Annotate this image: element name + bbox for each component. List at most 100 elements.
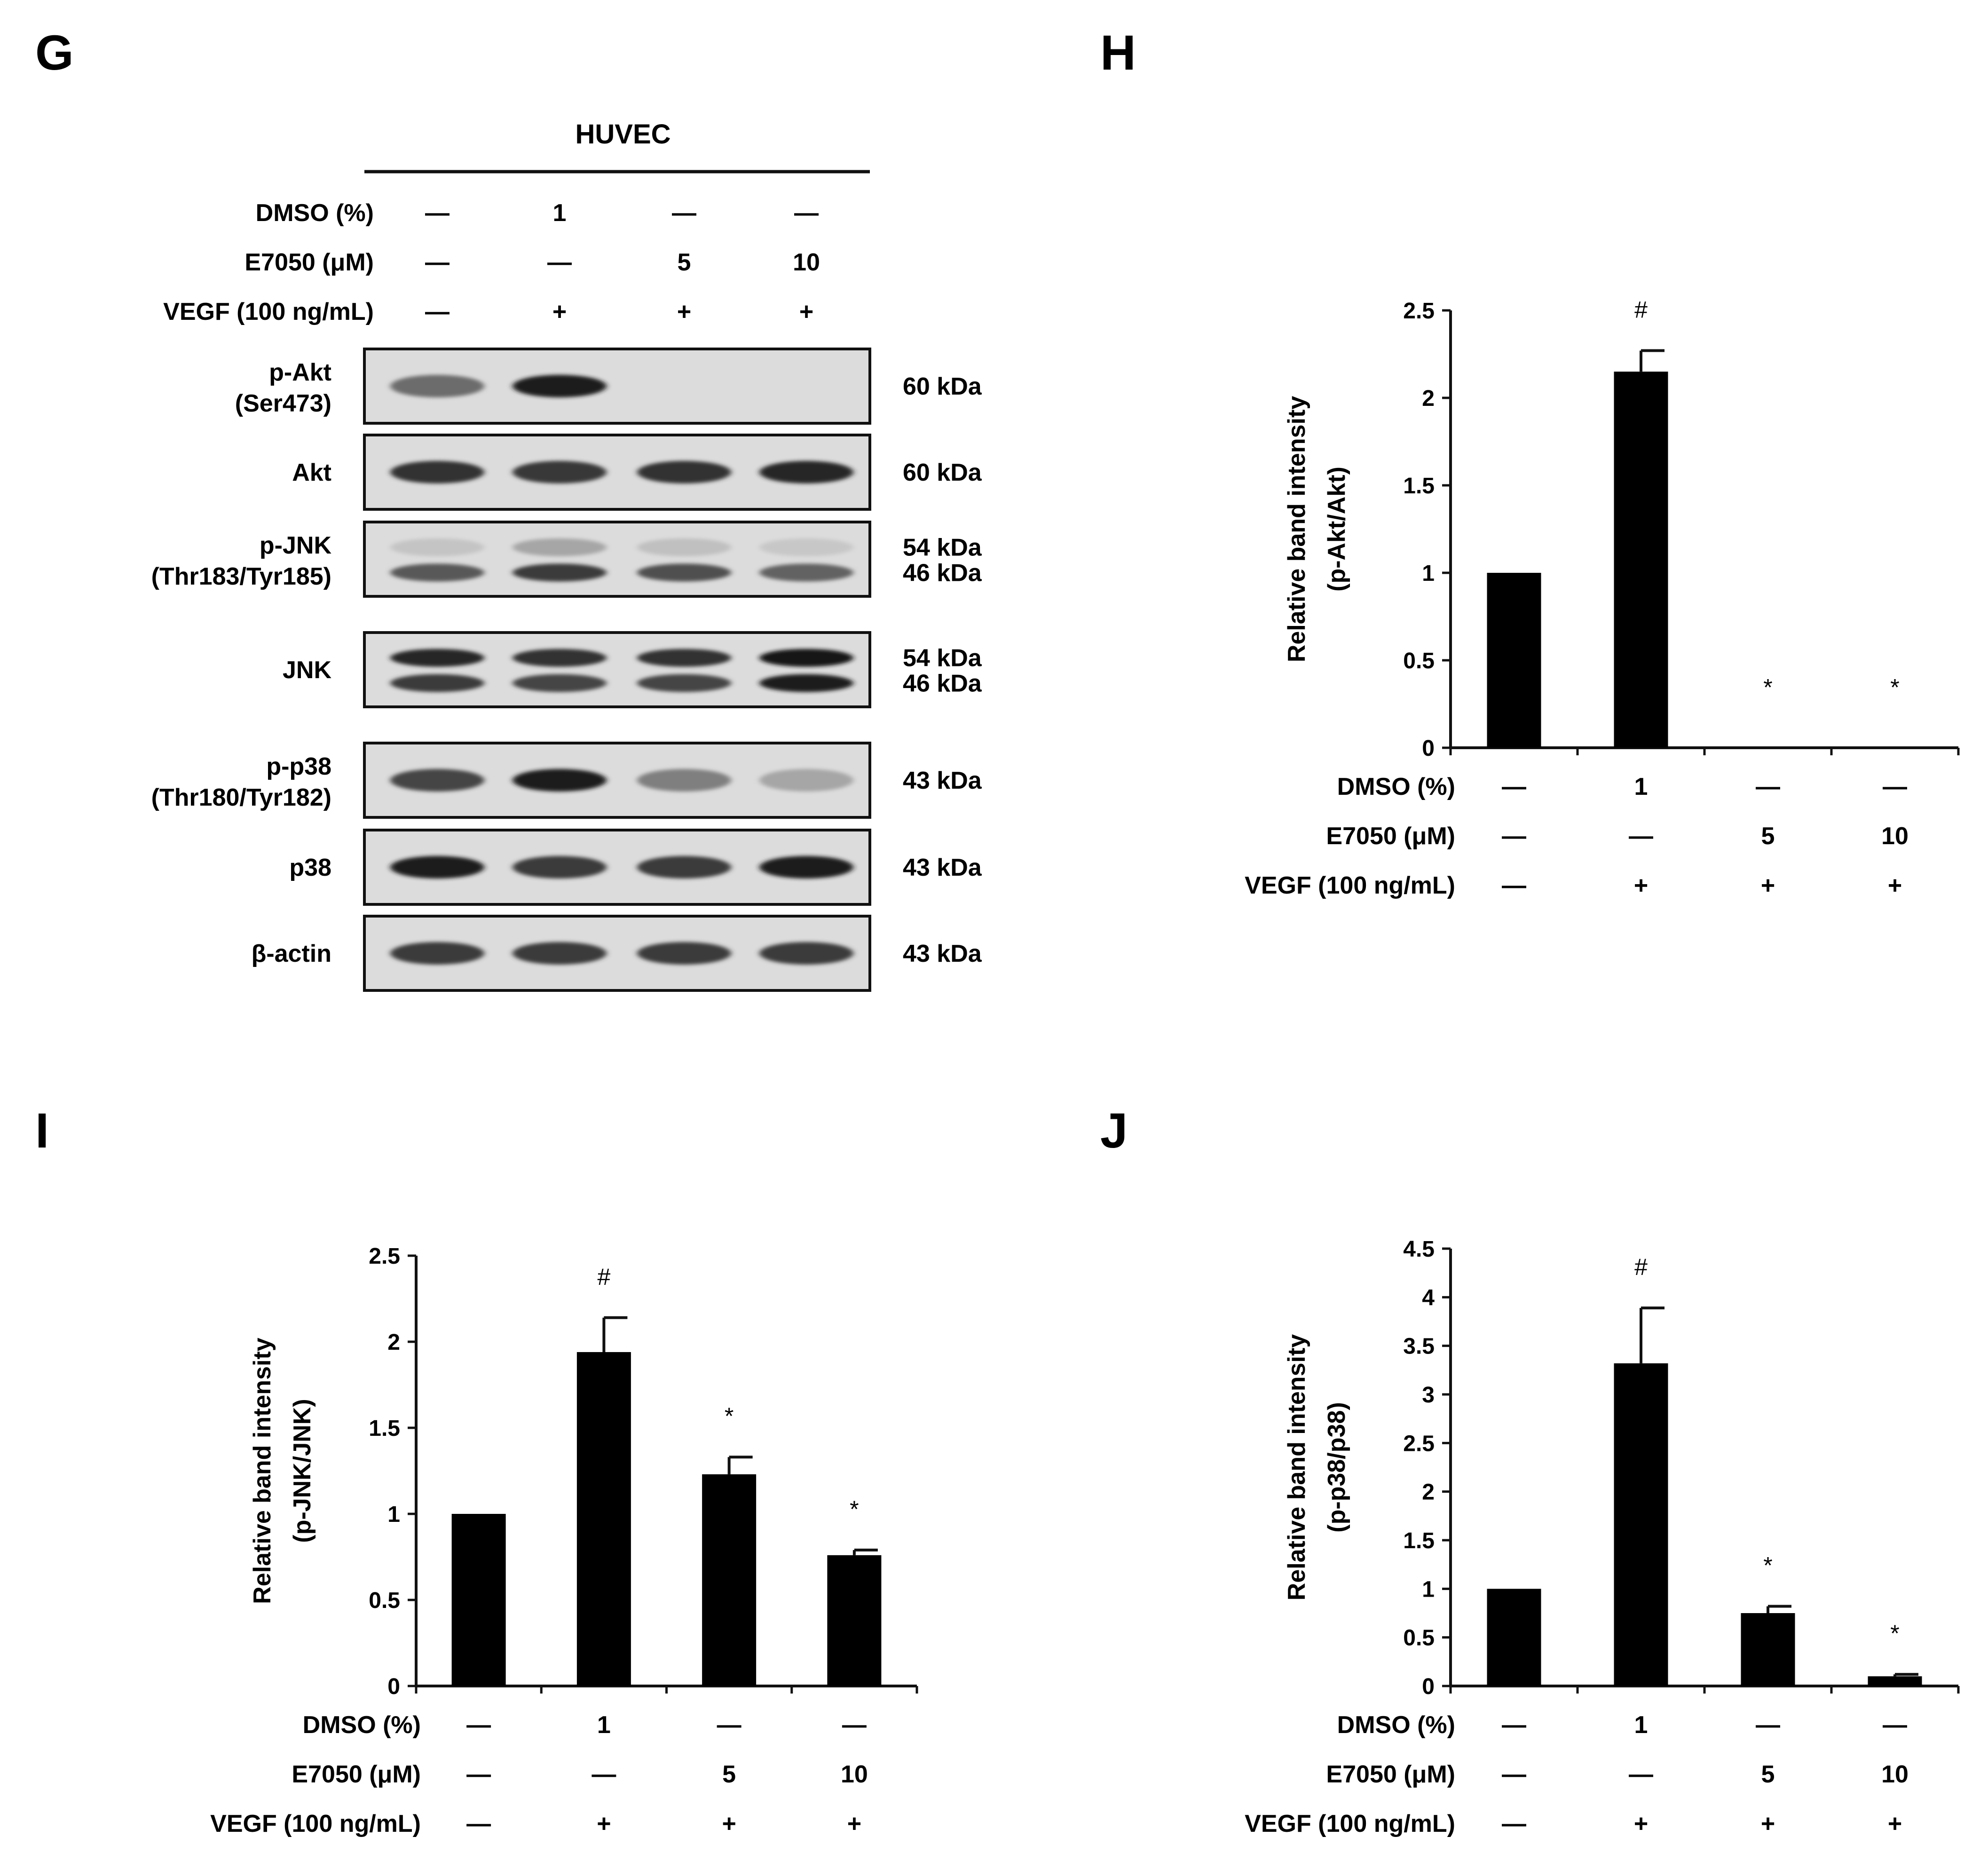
bar	[1868, 1676, 1922, 1686]
y-tick-label: 2	[1422, 386, 1435, 411]
panel-label-h: H	[1100, 25, 1136, 80]
blot-antibody-label: p38	[289, 854, 331, 881]
chart-treatment-label-2: VEGF (100 ng/mL)	[210, 1810, 421, 1837]
chart-treatment-value: —	[1502, 1810, 1526, 1837]
blot-size-label: 46 kDa	[903, 670, 982, 697]
blot-row: Akt 60 kDa	[292, 434, 982, 511]
blot-treatment-value: —	[425, 298, 450, 325]
bar	[827, 1555, 882, 1686]
bar-chart-p-jnk: 0 0.5 1 1.5 2 2.5 # * * Relative band intensity (p…	[210, 1244, 918, 1837]
blot-band	[637, 649, 731, 667]
chart-treatment-label-1: E7050 (μM)	[1326, 823, 1455, 850]
chart-treatment-value: +	[722, 1810, 736, 1837]
blot-band	[637, 942, 731, 965]
chart-treatment-value: 1	[597, 1711, 611, 1739]
blot-band	[637, 563, 731, 582]
chart-treatment-value: —	[1502, 773, 1526, 800]
blot-band	[759, 538, 853, 556]
blot-band	[513, 856, 607, 879]
chart-treatment-value: —	[1883, 1711, 1907, 1739]
blot-strip	[363, 521, 871, 598]
y-tick-label: 1.5	[369, 1416, 400, 1441]
blot-size-label: 54 kDa	[903, 645, 982, 672]
chart-treatment-value: +	[1634, 1810, 1648, 1837]
chart-treatment-value: +	[1761, 1810, 1775, 1837]
y-tick-label: 3	[1422, 1383, 1435, 1408]
chart-treatment-value: —	[717, 1711, 742, 1739]
blot-band	[513, 461, 607, 483]
blot-row: p38 43 kDa	[289, 829, 982, 906]
blot-band	[637, 674, 731, 692]
bar-chart-p-p38: 0 0.5 1 1.5 2 2.5 3 3.5 4 4.5 # * * Relative band int…	[1245, 1237, 1960, 1837]
blot-band	[390, 538, 484, 556]
blot-treatment-value: +	[552, 298, 567, 325]
blot-band	[637, 769, 731, 792]
blot-band	[513, 375, 607, 397]
blot-antibody-label: (Thr180/Tyr182)	[151, 784, 331, 811]
y-tick-label: 1.5	[1403, 474, 1435, 499]
chart-treatment-value: —	[1502, 872, 1526, 899]
chart-treatment-value: 1	[1634, 773, 1648, 800]
y-tick-label: 0.5	[369, 1588, 400, 1613]
y-axis-label: Relative band intensity	[249, 1338, 276, 1604]
blot-size-label: 60 kDa	[903, 373, 982, 400]
blot-band	[759, 942, 853, 965]
y-tick-label: 4.5	[1403, 1237, 1435, 1262]
chart-treatment-value: —	[466, 1711, 491, 1739]
chart-treatment-value: —	[1502, 1711, 1526, 1739]
blot-band	[513, 769, 607, 792]
cell-line-title: HUVEC	[575, 119, 671, 150]
blot-row: p-p38 (Thr180/Tyr182) 43 kDa	[151, 742, 982, 819]
blot-band	[759, 649, 853, 667]
chart-treatment-value: 10	[1881, 1761, 1909, 1788]
blot-size-label: 54 kDa	[903, 534, 982, 562]
blot-antibody-label: (Thr183/Tyr185)	[151, 563, 331, 590]
blot-band	[390, 649, 484, 667]
chart-treatment-value: 1	[1634, 1711, 1648, 1739]
blot-treatment-label-2: VEGF (100 ng/mL)	[163, 298, 374, 325]
chart-treatment-label-0: DMSO (%)	[303, 1711, 421, 1739]
blot-band	[759, 563, 853, 582]
significance-mark: #	[597, 1264, 610, 1290]
chart-treatment-value: 5	[1761, 1761, 1775, 1788]
chart-treatment-value: —	[1756, 773, 1780, 800]
blot-band	[637, 856, 731, 879]
blot-treatment-value: +	[677, 298, 691, 325]
blot-band	[513, 942, 607, 965]
blot-band	[390, 856, 484, 879]
blot-band	[759, 769, 853, 792]
blot-treatment-label-1: E7050 (μM)	[245, 249, 374, 276]
blot-band	[390, 674, 484, 692]
blot-band	[637, 538, 731, 556]
chart-treatment-value: —	[842, 1711, 867, 1739]
panel-label-g: G	[35, 25, 74, 80]
blot-antibody-label: p-Akt	[269, 359, 331, 386]
chart-treatment-value: —	[1502, 823, 1526, 850]
significance-mark: #	[1634, 1254, 1648, 1280]
y-tick-label: 2.5	[1403, 299, 1435, 324]
blot-treatment-value: 1	[553, 199, 567, 227]
blot-antibody-label: p-p38	[266, 753, 331, 780]
blot-treatment-value: +	[799, 298, 813, 325]
bar	[576, 1352, 631, 1686]
y-tick-label: 0	[1422, 736, 1435, 761]
y-tick-label: 0	[387, 1674, 400, 1699]
y-axis-label: (p-p38/p38)	[1323, 1402, 1350, 1532]
blot-antibody-label: Akt	[292, 459, 331, 486]
bar	[1487, 1589, 1541, 1686]
blot-size-label: 43 kDa	[903, 940, 982, 967]
blot-treatment-value: 10	[793, 249, 820, 276]
blot-band	[390, 375, 484, 397]
blot-size-label: 46 kDa	[903, 559, 982, 586]
blot-band	[390, 769, 484, 792]
chart-treatment-value: —	[1629, 823, 1653, 850]
blot-band	[513, 563, 607, 582]
chart-treatment-value: +	[847, 1810, 861, 1837]
chart-treatment-value: 5	[1761, 823, 1775, 850]
y-tick-label: 1	[387, 1502, 400, 1527]
blot-treatment-table: DMSO (%) — 1 — — E7050 (μM) — — 5 10 VEGF (100 ng/…	[163, 199, 820, 325]
blot-antibody-label: p-JNK	[260, 532, 332, 559]
y-tick-label: 1.5	[1403, 1528, 1435, 1553]
